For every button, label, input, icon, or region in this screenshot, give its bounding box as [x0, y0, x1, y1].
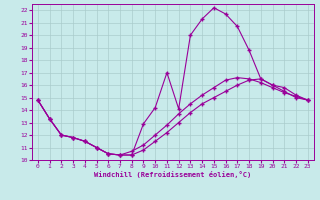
X-axis label: Windchill (Refroidissement éolien,°C): Windchill (Refroidissement éolien,°C): [94, 171, 252, 178]
